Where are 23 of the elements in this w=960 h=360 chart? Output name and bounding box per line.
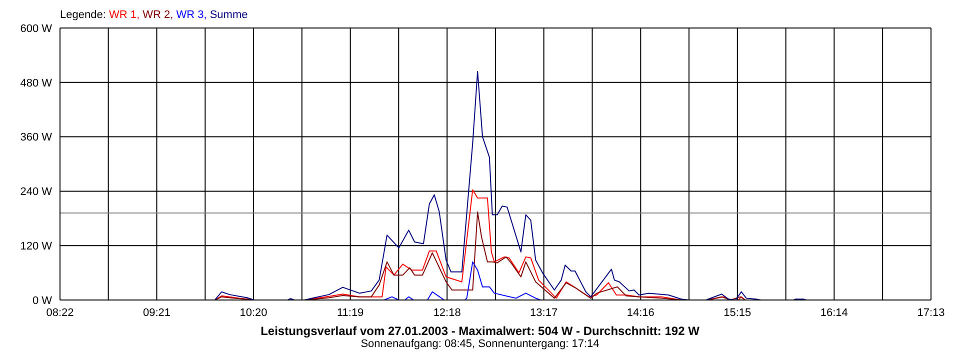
- text: WR 3,: [176, 9, 208, 21]
- text: WR 1,: [108, 9, 141, 21]
- text: WR 2,: [142, 9, 174, 21]
- legend-title: Legende:: [60, 9, 107, 21]
- x-tick-label: 17:13: [917, 306, 945, 319]
- y-tick-label: 240 W: [20, 186, 53, 198]
- y-tick-label: 600 W: [20, 22, 53, 35]
- text: Summe: [210, 9, 248, 21]
- x-tick-label: 09:21: [142, 306, 171, 319]
- x-tick-label: 16:14: [820, 306, 848, 319]
- x-tick-label: 10:20: [240, 306, 268, 319]
- text: Sonnenaufgang: 08:45, Sonnenuntergang: 17:14: [360, 338, 600, 350]
- y-tick-label: 0 W: [32, 294, 53, 307]
- x-tick-label: 14:16: [626, 306, 654, 319]
- x-tick-label: 15:15: [724, 306, 752, 319]
- y-tick-label: 360 W: [20, 132, 53, 144]
- x-tick-label: 08:22: [46, 306, 74, 319]
- x-tick-label: 12:18: [433, 306, 461, 319]
- x-tick-label: 11:19: [336, 306, 364, 319]
- text: Leistungsverlauf vom 27.01.2003 - Maximalwert: 504 W - Durchschnitt: 192 W: [260, 324, 700, 338]
- y-tick-label: 120 W: [20, 240, 53, 253]
- y-tick-label: 480 W: [20, 77, 53, 90]
- x-tick-label: 13:17: [530, 306, 558, 319]
